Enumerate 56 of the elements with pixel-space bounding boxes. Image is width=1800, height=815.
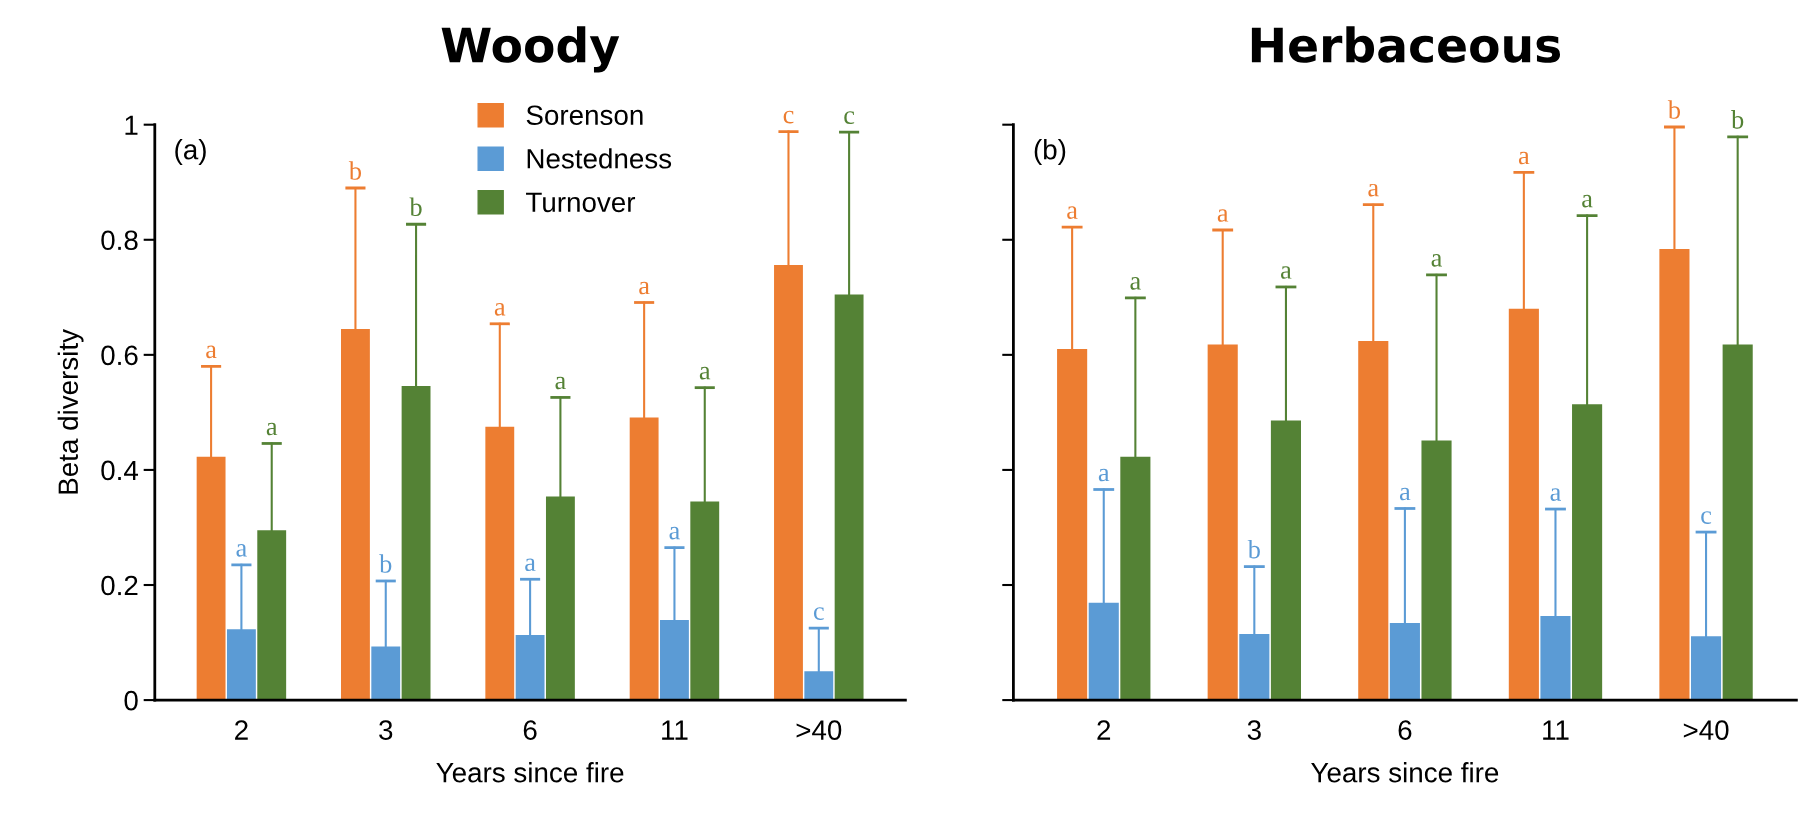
x-axis-title: Years since fire [1311,762,1499,783]
annotation: a [1518,151,1530,165]
annotation: a [669,526,680,540]
y-axis-title: Beta diversity [57,329,84,494]
annotation: a [555,376,566,390]
annotation: a [1399,487,1411,501]
annotation: a [525,558,536,572]
y-tick-label: 0.8 [101,230,138,251]
annotation: a [494,303,506,316]
x-tick-label: 2 [235,720,248,740]
text: c [844,111,855,125]
legend-label: Sorenson [526,105,643,126]
annotation: a [266,422,278,436]
annotation: a [1098,468,1110,482]
annotation: b [379,554,392,573]
annotation: a [1217,209,1229,222]
x-tick-label: 11 [662,720,688,740]
x-tick-label: >40 [1683,720,1729,740]
y-tick-label: 0.4 [101,460,139,481]
y-tick-label: 0.2 [101,575,138,596]
x-axis-title: Years since fire [436,762,624,783]
annotation: a [1368,183,1379,197]
annotation: c [813,607,824,621]
annotation: b [1247,539,1260,559]
legend-label: Nestedness [527,148,672,169]
annotation: (b) [1034,139,1066,165]
x-tick-label: 6 [1398,720,1412,740]
x-tick-label: 6 [523,720,537,740]
y-tick-label: 0.6 [101,345,138,366]
legend-label: Turnover [526,192,636,213]
text: c [783,110,794,124]
annotation: a [1281,266,1292,279]
chart-title: Herbaceous [1251,26,1561,63]
annotation: (a) [175,139,206,165]
x-tick-label: 3 [379,720,393,740]
annotation: a [1582,194,1593,208]
annotation: b [348,161,362,180]
x-tick-label: 3 [1247,720,1261,740]
annotation: c [1701,511,1712,524]
annotation: a [1431,254,1443,267]
x-tick-label: 2 [1097,720,1111,740]
text: b [1667,100,1681,119]
annotation: a [1130,277,1141,290]
annotation: a [206,345,217,359]
annotation: a [236,544,247,557]
annotation: a [1550,488,1561,501]
annotation: b [409,197,422,217]
annotation: a [1067,206,1078,219]
annotation: a [699,366,711,380]
x-tick-label: >40 [796,720,842,740]
y-tick-label: 1 [125,115,138,135]
annotation: a [639,281,650,295]
x-tick-label: 11 [1543,720,1569,740]
chart-title: Woody [441,26,620,73]
annotation: b [1731,110,1744,129]
y-tick-label: 0 [124,690,138,711]
